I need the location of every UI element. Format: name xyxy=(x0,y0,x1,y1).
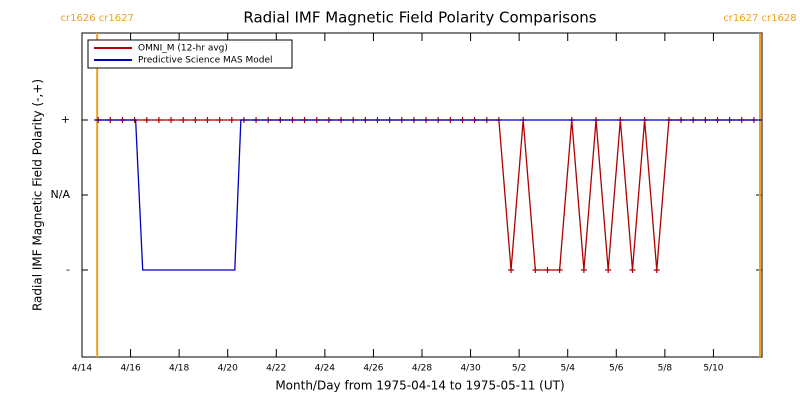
marker xyxy=(508,267,515,273)
marker xyxy=(532,267,539,273)
marker xyxy=(192,117,199,123)
x-tick-label: 4/22 xyxy=(266,364,286,374)
x-tick-label: 5/6 xyxy=(609,364,624,374)
chart-title: Radial IMF Magnetic Field Polarity Compa… xyxy=(243,9,596,27)
y-tick-label: - xyxy=(66,263,70,276)
x-tick-label: 4/16 xyxy=(120,364,140,374)
series-line xyxy=(98,119,754,271)
carrington-label: cr1626 cr1627 xyxy=(61,13,134,24)
marker xyxy=(180,117,187,123)
plot-frame xyxy=(81,32,763,358)
marker xyxy=(216,117,223,123)
marker xyxy=(556,267,563,273)
y-tick-label: + xyxy=(61,113,70,126)
marker xyxy=(143,117,150,123)
marker xyxy=(544,267,551,273)
carrington-label: cr1627 cr1628 xyxy=(723,13,796,24)
x-tick-label: 5/8 xyxy=(658,364,673,374)
x-tick-label: 4/24 xyxy=(315,364,335,374)
y-tick-label: N/A xyxy=(51,188,71,201)
series-line xyxy=(94,119,762,271)
legend-label: OMNI_M (12-hr avg) xyxy=(138,44,228,54)
x-tick-label: 4/14 xyxy=(72,364,92,374)
x-tick-label: 4/30 xyxy=(460,364,480,374)
x-tick-label: 5/4 xyxy=(560,364,575,374)
legend-box xyxy=(87,39,293,69)
marker xyxy=(168,117,175,123)
x-tick-label: 4/20 xyxy=(218,364,238,374)
x-tick-label: 5/10 xyxy=(703,364,723,374)
marker xyxy=(204,117,211,123)
marker xyxy=(228,117,235,123)
marker xyxy=(580,267,587,273)
x-tick-label: 4/26 xyxy=(363,364,383,374)
marker xyxy=(629,267,636,273)
marker xyxy=(605,267,612,273)
y-axis-label: Radial IMF Magnetic Field Polarity (-,+) xyxy=(31,79,45,311)
x-tick-label: 5/2 xyxy=(512,364,526,374)
legend-label: Predictive Science MAS Model xyxy=(138,56,273,66)
x-tick-label: 4/18 xyxy=(169,364,189,374)
marker xyxy=(653,267,660,273)
x-tick-label: 4/28 xyxy=(412,364,432,374)
x-axis-label: Month/Day from 1975-04-14 to 1975-05-11 … xyxy=(275,379,564,393)
marker xyxy=(155,117,162,123)
